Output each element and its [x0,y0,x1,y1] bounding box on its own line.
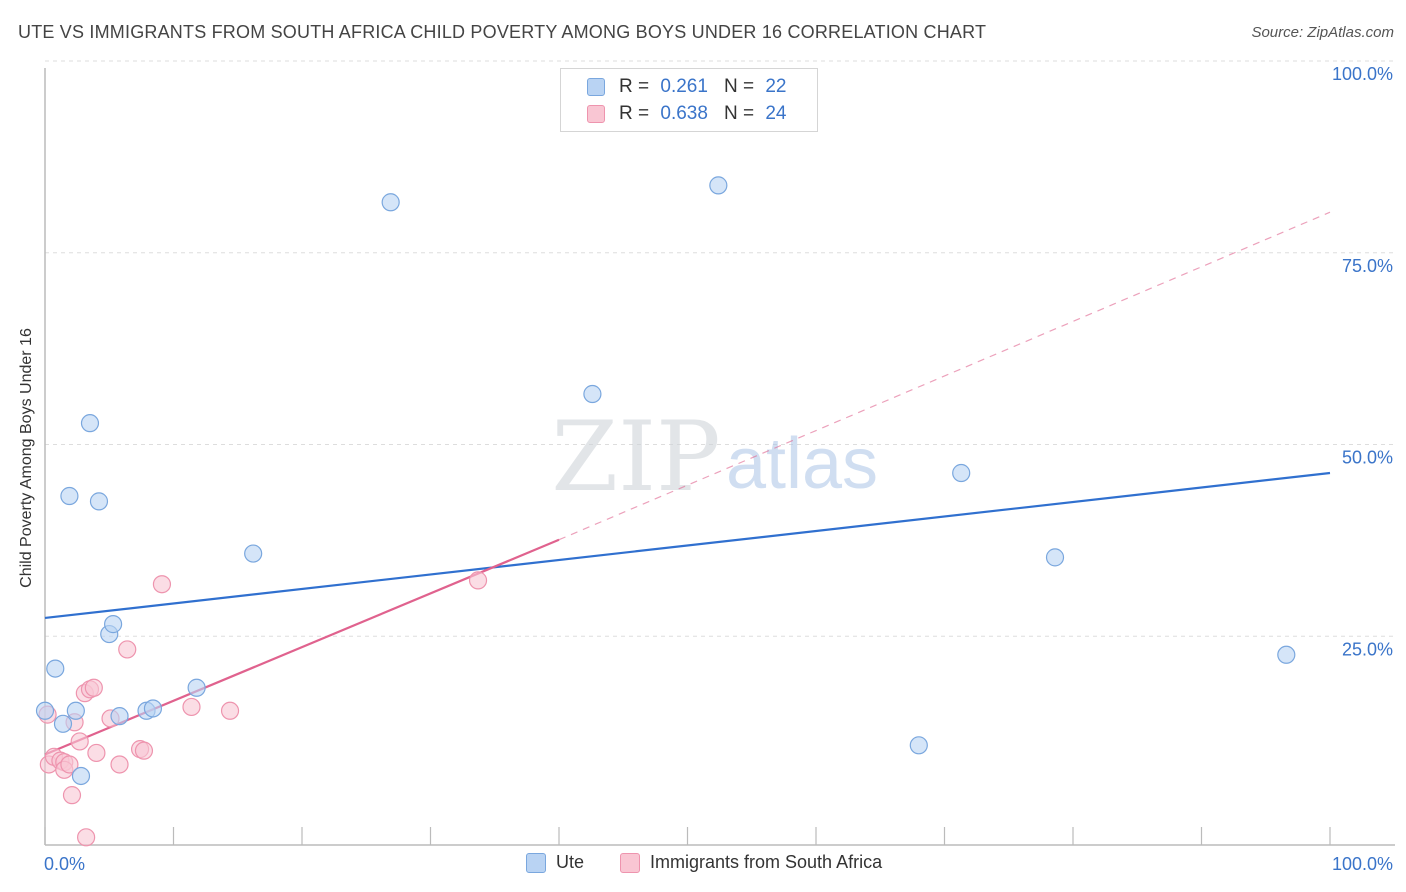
south-africa-point [220,701,240,720]
south-africa-point [70,732,89,751]
ute-point [80,414,100,433]
y-tick-label: 75.0% [1342,256,1393,276]
watermark-atlas: atlas [726,424,878,504]
r-label: R = [619,76,650,97]
tick-labels: 100.0% 75.0% 50.0% 25.0% 0.0% 100.0% [44,64,1393,874]
south-africa-point [77,828,96,847]
ute-swatch [526,852,546,873]
source-label: Source: ZipAtlas.com [1251,24,1394,41]
n-label: N = [723,76,755,97]
stats-row-ute: R = 0.261 N = 22 [587,75,786,99]
ute-point [110,707,129,726]
ute-point [46,659,65,678]
ute-point [909,736,928,755]
legend-item-ute[interactable]: Ute [526,852,584,873]
south-africa-swatch [587,105,605,123]
ute-point [709,176,728,195]
legend-label: Ute [556,852,585,872]
r-value: 0.261 [660,76,708,97]
ute-point [71,766,91,786]
legend-item-south-africa[interactable]: Immigrants from South Africa [620,852,882,873]
south-africa-trend-extension [558,211,1331,541]
data-points [35,176,1296,847]
south-africa-point [468,571,488,590]
ute-point [60,486,79,506]
stats-row-south-africa: R = 0.638 N = 24 [587,102,786,126]
chart-title: UTE VS IMMIGRANTS FROM SOUTH AFRICA CHIL… [18,22,987,42]
south-africa-point [134,741,154,760]
r-label: R = [619,103,650,124]
ute-point [1045,548,1065,567]
ute-point [583,384,602,404]
ute-point [35,701,55,720]
stats-legend: R = 0.261 N = 22 R = 0.638 N = 24 [560,68,818,132]
ute-point [187,678,206,697]
ute-swatch [587,78,605,96]
south-africa-point [87,743,106,763]
y-tick-label: 50.0% [1342,448,1393,468]
ute-point [381,193,400,212]
ute-point [1277,645,1296,664]
south-africa-point [110,755,129,774]
ute-point [89,492,109,511]
series-legend: Ute Immigrants from South Africa [0,852,1406,876]
grid-lines [45,60,1395,637]
x-tick-label-max: 100.0% [1332,854,1393,874]
x-tick-label-min: 0.0% [44,854,85,874]
ute-point [244,544,263,563]
south-africa-point [62,786,82,805]
ute-point [143,699,163,718]
south-africa-swatch [620,852,640,873]
south-africa-point [118,640,137,659]
south-africa-point [60,755,79,774]
ute-point [952,463,971,483]
n-label: N = [723,103,755,124]
y-tick-label: 25.0% [1342,639,1393,659]
r-value: 0.638 [660,103,708,124]
n-value: 24 [765,103,787,124]
n-value: 22 [765,76,787,97]
south-africa-point [182,697,201,717]
watermark-zip: ZIP [551,401,720,513]
y-tick-label: 100.0% [1332,64,1393,84]
legend-label: Immigrants from South Africa [650,852,883,872]
south-africa-point [152,575,172,594]
ute-point [104,615,123,634]
ute-point [66,701,85,720]
ute-trend-line [44,471,1331,620]
south-africa-point [84,678,103,697]
ute-point [53,714,73,733]
